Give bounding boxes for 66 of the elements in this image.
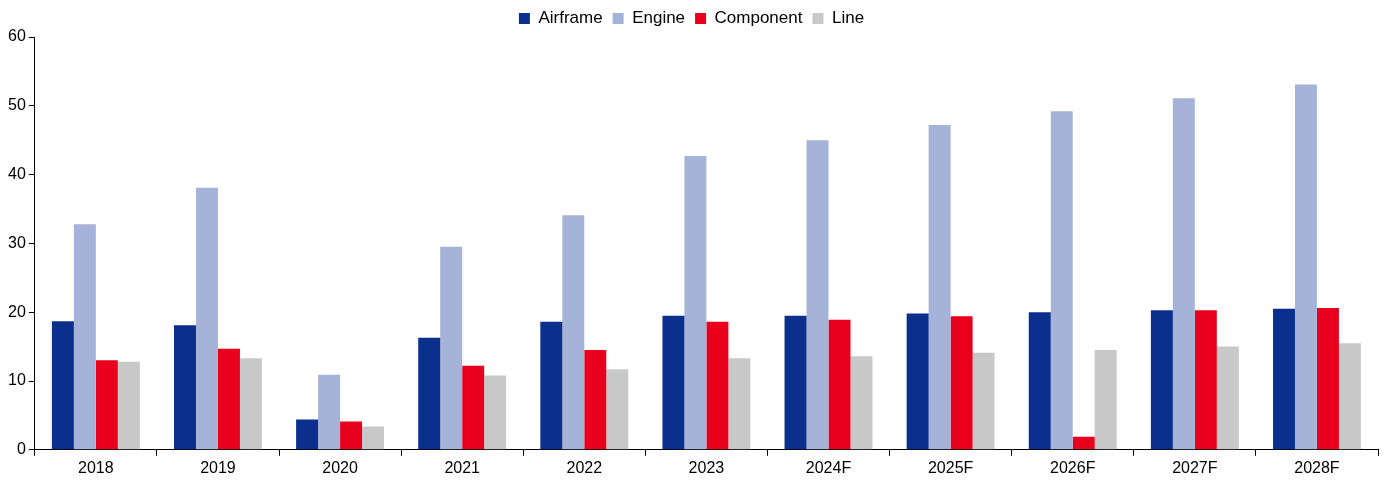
bar	[418, 337, 441, 450]
bar	[1194, 310, 1217, 450]
bar	[462, 365, 485, 450]
bar	[95, 360, 118, 450]
bar	[1338, 343, 1361, 450]
y-tick-label: 0	[16, 440, 26, 458]
y-tick-label: 50	[8, 96, 26, 114]
y-tick-label: 60	[8, 27, 26, 45]
bar	[850, 356, 873, 450]
bar	[1072, 436, 1095, 450]
bar	[1172, 98, 1195, 450]
y-tick-label: 10	[8, 371, 26, 389]
bar	[1316, 308, 1339, 450]
bar	[296, 419, 319, 450]
bar	[562, 215, 585, 450]
bar	[1294, 84, 1317, 450]
y-tick-label: 20	[8, 302, 26, 320]
bar	[784, 315, 807, 450]
x-tick-label: 2022	[566, 458, 603, 476]
bar	[662, 315, 685, 450]
bar	[950, 316, 973, 450]
bar	[1216, 346, 1239, 450]
bar	[318, 374, 341, 450]
x-tick-label: 2018	[78, 458, 114, 476]
bar	[1028, 312, 1051, 450]
x-tick-label: 2020	[322, 458, 358, 476]
bar	[217, 348, 240, 450]
bar	[1150, 310, 1173, 450]
bar	[806, 140, 829, 450]
x-tick-label: 2021	[444, 458, 481, 476]
bar	[972, 352, 995, 450]
bar	[1050, 111, 1073, 450]
bar	[706, 321, 729, 450]
bar	[684, 156, 707, 450]
bar	[584, 350, 607, 450]
x-tick-label: 2028F	[1294, 458, 1340, 476]
x-tick-label: 2027F	[1172, 458, 1218, 476]
bar	[906, 313, 929, 450]
bar	[828, 319, 851, 450]
bar	[928, 125, 951, 450]
bar	[728, 358, 751, 450]
bar	[484, 375, 507, 450]
bar	[73, 224, 96, 450]
y-tick-label: 30	[8, 233, 26, 251]
x-tick-label: 2019	[200, 458, 236, 476]
bar	[606, 369, 629, 450]
legend-label: Component	[714, 8, 803, 28]
bar	[174, 325, 196, 450]
x-tick-label: 2024F	[805, 458, 852, 476]
bar	[340, 421, 363, 450]
bar	[1094, 350, 1117, 450]
x-tick-label: 2025F	[927, 458, 974, 476]
bar	[440, 246, 463, 450]
bar	[1272, 308, 1295, 450]
legend-label: Airframe	[538, 8, 603, 28]
bar	[239, 358, 262, 450]
bar	[195, 187, 218, 450]
bar	[117, 361, 140, 450]
x-tick-label: 2023	[688, 458, 725, 476]
legend-label: Engine	[632, 8, 686, 28]
legend-label: Line	[831, 8, 865, 28]
bar	[540, 321, 563, 450]
y-tick-label: 40	[8, 165, 26, 183]
x-tick-label: 2026F	[1050, 458, 1096, 476]
bar	[362, 426, 385, 450]
bar	[51, 321, 74, 450]
